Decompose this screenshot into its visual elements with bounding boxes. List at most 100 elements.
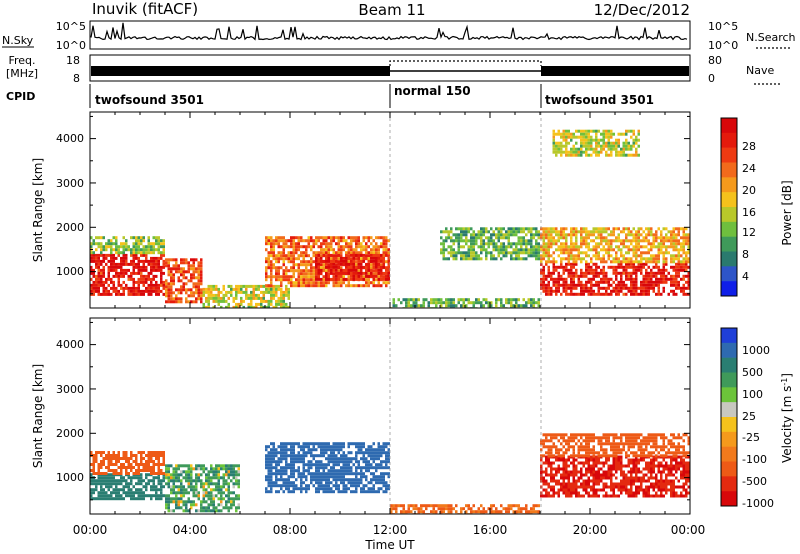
power-cell-r3 <box>217 293 220 297</box>
power-cell-r8 <box>627 274 630 278</box>
velocity-cell-r4 <box>440 510 443 514</box>
power-cell-r4 <box>352 251 355 255</box>
power-cell-r10 <box>637 138 640 142</box>
power-cell-r8 <box>625 277 628 281</box>
power-cell-r7 <box>490 242 493 246</box>
velocity-cell-r1 <box>155 457 158 460</box>
power-cell-r7 <box>472 239 475 243</box>
power-cell-r0 <box>135 286 138 290</box>
power-cell-r4 <box>270 263 273 267</box>
power-cell-r0 <box>92 283 95 287</box>
velocity-cell-r3 <box>302 451 305 455</box>
velocity-cell-r2 <box>222 464 225 468</box>
power-cell-r4 <box>292 284 295 288</box>
power-cell-r8 <box>687 274 690 278</box>
power-cell-r3 <box>267 299 270 303</box>
power-cell-r4 <box>275 272 278 276</box>
power-cell-r9 <box>655 233 658 237</box>
power-cell-r8 <box>590 265 593 269</box>
power-cell-r4 <box>385 281 388 285</box>
power-cell-r3 <box>242 284 245 288</box>
velocity-cell-r3 <box>287 481 290 485</box>
power-cell-r2 <box>175 258 178 262</box>
velocity-cell-r3 <box>275 448 278 452</box>
power-cell-r5 <box>315 277 318 281</box>
power-cell-r9 <box>580 239 583 243</box>
power-cell-r8 <box>635 280 638 284</box>
velocity-cell-r2 <box>185 503 188 507</box>
power-cell-r7 <box>487 236 490 240</box>
power-cell-r8 <box>607 265 610 269</box>
power-cell-r0 <box>162 271 165 275</box>
velocity-cell-r4 <box>502 507 505 511</box>
velocity-cell-r3 <box>292 469 295 473</box>
power-cell-r7 <box>460 257 463 261</box>
power-cell-r9 <box>665 257 668 261</box>
power-cell-r9 <box>632 260 635 264</box>
power-cell-r7 <box>482 245 485 249</box>
power-cell-r9 <box>680 242 683 246</box>
velocity-cell-r3 <box>272 445 275 449</box>
power-cell-r9 <box>560 257 563 261</box>
velocity-cell-r3 <box>332 469 335 473</box>
power-cell-r6 <box>472 304 475 308</box>
power-cell-r3 <box>240 290 243 294</box>
power-cell-r8 <box>622 271 625 275</box>
power-cell-r8 <box>622 292 625 296</box>
power-cell-r5 <box>335 277 338 281</box>
power-cell-r8 <box>685 262 688 266</box>
velocity-cell-r2 <box>227 509 230 513</box>
freq-y-bottom: 8 <box>73 72 80 85</box>
power-cell-r8 <box>540 271 543 275</box>
power-cell-r7 <box>465 254 468 258</box>
power-cell-r4 <box>335 284 338 288</box>
power-cell-r0 <box>100 253 103 257</box>
velocity-cell-r2 <box>175 464 178 468</box>
power-cell-r1 <box>115 239 118 243</box>
power-cell-r7 <box>517 230 520 234</box>
velocity-cell-r2 <box>207 506 210 510</box>
power-cell-r2 <box>197 285 200 289</box>
power-cell-r9 <box>635 260 638 264</box>
power-cell-r9 <box>562 242 565 246</box>
power-cell-r9 <box>645 236 648 240</box>
velocity-cell-r4 <box>445 504 448 508</box>
velocity-cell-r4 <box>435 504 438 508</box>
power-cell-r7 <box>512 257 515 261</box>
power-cell-r10 <box>575 129 578 133</box>
velocity-cell-r2 <box>200 467 203 471</box>
power-cell-r8 <box>682 277 685 281</box>
power-cell-r4 <box>335 251 338 255</box>
velocity-cell-r3 <box>285 460 288 464</box>
velocity-cell-r2 <box>232 476 235 480</box>
velocity-cell-r2 <box>205 479 208 483</box>
velocity-cell-r2 <box>235 482 238 486</box>
power-cell-r0 <box>157 289 160 293</box>
power-cell-r3 <box>262 299 265 303</box>
power-cell-r4 <box>372 269 375 273</box>
velocity-cell-r3 <box>325 451 328 455</box>
velocity-cell-r3 <box>302 466 305 470</box>
power-cell-r0 <box>115 256 118 260</box>
power-cell-r2 <box>170 288 173 292</box>
power-cell-r8 <box>567 262 570 266</box>
power-cell-r4 <box>307 281 310 285</box>
power-cell-r0 <box>120 259 123 263</box>
power-cell-r0 <box>135 271 138 275</box>
power-cell-r0 <box>107 265 110 269</box>
power-cell-r0 <box>155 292 158 296</box>
power-cell-r2 <box>170 273 173 277</box>
velocity-cell-r4 <box>447 507 450 511</box>
power-cell-r9 <box>552 251 555 255</box>
power-cell-r7 <box>537 233 540 237</box>
velocity-cell-r3 <box>265 487 268 491</box>
velocity-cell-r4 <box>425 504 428 508</box>
power-cell-r0 <box>137 262 140 266</box>
power-cell-r4 <box>327 251 330 255</box>
power-cell-r10 <box>590 144 593 148</box>
velocity-cell-r0 <box>152 488 155 492</box>
velocity-cell-r3 <box>300 454 303 458</box>
power-cell-r0 <box>122 271 125 275</box>
power-cell-r3 <box>272 293 275 297</box>
power-cell-r0 <box>137 265 140 269</box>
